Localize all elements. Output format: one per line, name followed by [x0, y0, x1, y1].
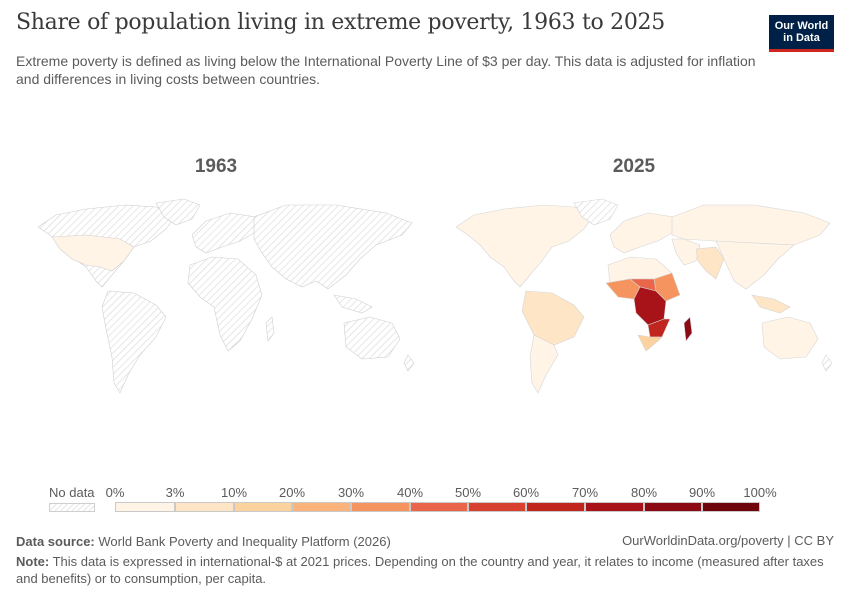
legend-bin-30-40[interactable]	[351, 502, 410, 512]
legend-bin-60-70[interactable]	[526, 502, 585, 512]
credit-link[interactable]: OurWorldinData.org/poverty | CC BY	[622, 533, 834, 548]
legend-bin-90-100[interactable]	[702, 502, 760, 512]
europe[interactable]	[609, 212, 675, 254]
legend-bin-3-10[interactable]	[175, 502, 234, 512]
south-america[interactable]	[101, 290, 167, 394]
world-map-1963[interactable]	[16, 195, 416, 410]
note-text: This data is expressed in international-…	[16, 554, 824, 586]
legend-tick-label: 0%	[105, 485, 125, 500]
southeast-asia-islands[interactable]	[751, 294, 791, 314]
south-asia[interactable]	[695, 246, 725, 280]
world-map-2025[interactable]	[434, 195, 834, 410]
new-zealand[interactable]	[821, 354, 833, 372]
chart-title: Share of population living in extreme po…	[16, 10, 665, 35]
north-america[interactable]	[455, 204, 595, 288]
map-1963-title: 1963	[194, 156, 238, 177]
russia-central-asia[interactable]	[671, 204, 831, 246]
note: Note: This data is expressed in internat…	[16, 553, 834, 587]
legend-no-data-label: No data	[49, 485, 95, 500]
europe[interactable]	[191, 212, 257, 254]
south-central-africa[interactable]	[647, 318, 671, 338]
legend-bin-80-90[interactable]	[644, 502, 702, 512]
new-zealand[interactable]	[403, 354, 415, 372]
madagascar[interactable]	[265, 316, 275, 342]
chart-subtitle: Extreme poverty is defined as living bel…	[16, 53, 756, 87]
united-states-1963[interactable]	[51, 234, 135, 272]
greenland[interactable]	[155, 198, 201, 226]
data-source-text[interactable]: World Bank Poverty and Inequality Platfo…	[98, 534, 391, 549]
map-2025-title: 2025	[612, 156, 656, 177]
legend-tick-label: 60%	[512, 485, 540, 500]
data-source: Data source: World Bank Poverty and Ineq…	[16, 533, 834, 550]
legend-tick-label: 40%	[396, 485, 424, 500]
central-africa[interactable]	[633, 286, 667, 326]
australia[interactable]	[343, 316, 401, 360]
madagascar[interactable]	[683, 316, 693, 342]
asia[interactable]	[253, 204, 413, 290]
east-asia[interactable]	[715, 240, 795, 290]
greenland[interactable]	[573, 198, 619, 226]
australia[interactable]	[761, 316, 819, 360]
logo-line-1: Our World	[774, 20, 829, 32]
legend-tick-label: 30%	[337, 485, 365, 500]
legend-bin-20-30[interactable]	[292, 502, 351, 512]
legend-tick-label: 3%	[165, 485, 185, 500]
owid-logo[interactable]: Our World in Data	[769, 15, 834, 52]
legend-tick-label: 10%	[220, 485, 248, 500]
africa[interactable]	[187, 256, 263, 352]
legend-tick-label: 70%	[571, 485, 599, 500]
legend-bin-10-20[interactable]	[234, 502, 292, 512]
southern-africa[interactable]	[637, 334, 663, 352]
southeast-asia-islands[interactable]	[333, 294, 373, 314]
legend-tick-label: 90%	[688, 485, 716, 500]
east-africa[interactable]	[653, 272, 681, 302]
middle-east[interactable]	[671, 238, 701, 266]
legend-tick-label: 80%	[630, 485, 658, 500]
legend-bin-70-80[interactable]	[585, 502, 644, 512]
legend-tick-label: 100%	[743, 485, 777, 500]
note-label: Note:	[16, 554, 50, 569]
legend-bin-40-50[interactable]	[410, 502, 468, 512]
south-america-north[interactable]	[521, 290, 585, 346]
legend-bin-0-3[interactable]	[115, 502, 175, 512]
south-america-south[interactable]	[529, 334, 559, 394]
legend-bin-50-60[interactable]	[468, 502, 526, 512]
legend-tick-label: 20%	[278, 485, 306, 500]
legend-no-data-swatch[interactable]	[49, 503, 95, 512]
logo-line-2: in Data	[783, 32, 820, 44]
legend-tick-label: 50%	[454, 485, 482, 500]
data-source-label: Data source:	[16, 534, 95, 549]
